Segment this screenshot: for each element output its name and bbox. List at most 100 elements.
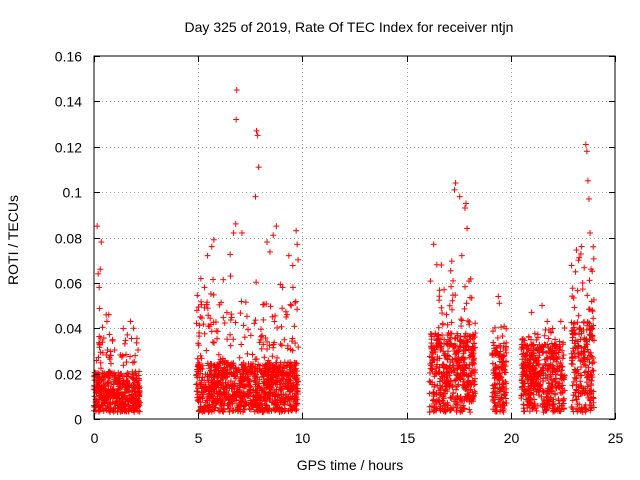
data-point [539, 302, 546, 309]
data-point [468, 294, 475, 301]
data-point [95, 354, 102, 361]
data-point [285, 408, 292, 415]
data-point [533, 407, 540, 414]
data-point [197, 313, 204, 320]
data-point [572, 268, 579, 275]
data-point [574, 401, 581, 408]
data-point [280, 380, 287, 387]
data-point [104, 346, 111, 353]
data-point [218, 371, 225, 378]
data-point [570, 392, 577, 399]
data-point [498, 395, 505, 402]
data-point [518, 384, 525, 391]
data-point [583, 340, 590, 347]
data-point [196, 322, 203, 329]
data-point [238, 298, 245, 305]
data-point [490, 396, 497, 403]
data-point [269, 353, 276, 360]
data-point [551, 341, 558, 348]
data-point [110, 381, 117, 388]
data-point [280, 372, 287, 379]
data-point [589, 332, 596, 339]
data-points [91, 87, 597, 416]
data-point [570, 378, 577, 385]
data-point [128, 335, 135, 342]
data-point [494, 371, 501, 378]
data-point [135, 380, 142, 387]
data-point [121, 401, 128, 408]
data-point [233, 368, 240, 375]
data-point [569, 397, 576, 404]
data-point [521, 387, 528, 394]
data-point [472, 369, 479, 376]
data-point [489, 360, 496, 367]
data-point [252, 373, 259, 380]
data-point [119, 404, 126, 411]
data-point [584, 383, 591, 390]
data-point [494, 334, 501, 341]
data-point [258, 326, 265, 333]
data-point [530, 378, 537, 385]
data-point [572, 330, 579, 337]
data-point [518, 395, 525, 402]
data-point [467, 336, 474, 343]
data-point [121, 395, 128, 402]
data-point [273, 373, 280, 380]
data-point [525, 346, 532, 353]
x-tick-label: 25 [608, 430, 624, 446]
data-point [572, 375, 579, 382]
data-point [262, 361, 269, 368]
data-point [195, 407, 202, 414]
data-point [289, 393, 296, 400]
data-point [97, 349, 104, 356]
data-point [443, 311, 450, 318]
data-point [461, 367, 468, 374]
data-point [437, 343, 444, 350]
data-point [124, 331, 131, 338]
data-point [232, 319, 239, 326]
data-point [237, 394, 244, 401]
data-point [590, 399, 597, 406]
data-point [437, 386, 444, 393]
data-point [444, 321, 451, 328]
data-point [434, 333, 441, 340]
data-point [91, 377, 98, 384]
data-point [590, 337, 597, 344]
data-point [247, 406, 254, 413]
data-point [261, 354, 268, 361]
data-point [201, 383, 208, 390]
data-point [581, 264, 588, 271]
data-point [544, 385, 551, 392]
data-point [471, 378, 478, 385]
data-point [533, 376, 540, 383]
data-point [247, 332, 254, 339]
data-point [271, 401, 278, 408]
data-point [202, 387, 209, 394]
data-point [444, 402, 451, 409]
data-point [205, 391, 212, 398]
data-point [269, 369, 276, 376]
data-point [574, 287, 581, 294]
y-tick-label: 0.12 [55, 140, 82, 156]
data-point [230, 336, 237, 343]
data-point [499, 381, 506, 388]
data-point [215, 407, 222, 414]
data-point [492, 381, 499, 388]
data-point [450, 390, 457, 397]
data-point [569, 331, 576, 338]
data-point [518, 392, 525, 399]
data-point [539, 364, 546, 371]
data-point [496, 376, 503, 383]
data-point [127, 318, 134, 325]
x-tick-label: 20 [504, 430, 520, 446]
data-point [556, 408, 563, 415]
data-point [466, 396, 473, 403]
data-point [240, 382, 247, 389]
data-point [252, 356, 259, 363]
data-point [287, 346, 294, 353]
data-point [573, 374, 580, 381]
data-point [461, 205, 468, 212]
data-point [536, 341, 543, 348]
data-point [428, 344, 435, 351]
data-point [204, 360, 211, 367]
